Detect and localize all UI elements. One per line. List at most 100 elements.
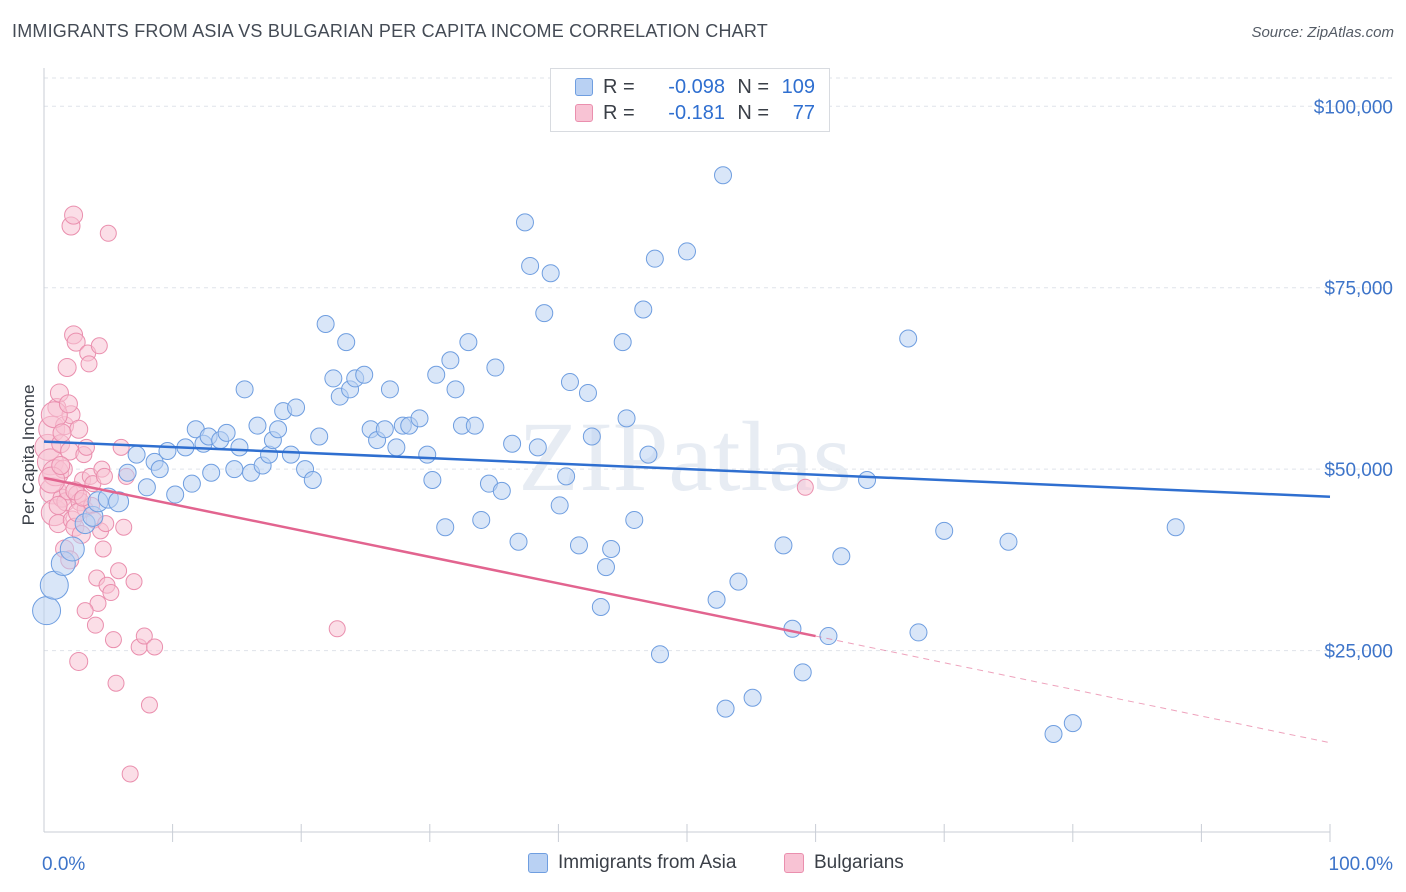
asia-point <box>418 445 437 464</box>
asia-point <box>535 304 554 323</box>
gridlines <box>44 77 1392 652</box>
bulgarians-point <box>58 394 78 414</box>
legend-row-asia: R = -0.098 N = 109 <box>575 74 815 100</box>
n-value: 109 <box>781 75 815 98</box>
asia-point <box>459 333 478 352</box>
asia-point <box>375 420 394 439</box>
y-tick-label: $100,000 <box>1314 97 1393 118</box>
asia-point <box>182 474 201 493</box>
asia-point <box>303 471 322 490</box>
asia-point <box>59 536 85 562</box>
asia-point <box>550 496 569 515</box>
asia-point <box>1044 725 1063 744</box>
asia-point <box>729 572 748 591</box>
correlation-legend: R = -0.098 N = 109 R = -0.181 N = 77 <box>550 68 830 132</box>
bottom-legend-asia: Immigrants from Asia <box>528 852 736 874</box>
asia-point <box>541 264 560 283</box>
asia-point <box>832 547 851 566</box>
bulgarians-point <box>77 438 95 456</box>
asia-point <box>602 539 621 558</box>
asia-point <box>634 300 653 319</box>
asia-point <box>230 438 249 457</box>
legend-label-bulgarians: Bulgarians <box>814 852 904 873</box>
asia-point <box>639 445 658 464</box>
asia-point <box>225 460 244 479</box>
n-label: N = <box>737 75 769 98</box>
asia-point <box>521 256 540 275</box>
pink-swatch-icon <box>784 853 804 873</box>
tick-labels: $25,000 $50,000 $75,000 $100,000 0.0% 100.0% <box>42 97 1393 875</box>
x-tick-label: 100.0% <box>1329 854 1394 875</box>
asia-point <box>582 427 601 446</box>
bottom-legend-bulgarians: Bulgarians <box>784 852 904 874</box>
r-label: R = <box>603 101 635 124</box>
asia-point <box>202 463 221 482</box>
asia-point <box>613 333 632 352</box>
r-value: -0.098 <box>668 75 725 98</box>
asia-trend-line <box>43 440 1331 498</box>
bulgarians-point <box>66 332 86 352</box>
bulgarians-point <box>146 638 164 656</box>
asia-point <box>127 445 146 464</box>
asia-point <box>569 536 588 555</box>
asia-point <box>281 445 300 464</box>
bulgarians-point <box>796 478 814 496</box>
bulgarians-point <box>89 594 107 612</box>
asia-point <box>235 380 254 399</box>
asia-point <box>387 438 406 457</box>
asia-point <box>410 409 429 428</box>
asia-point <box>596 558 615 577</box>
asia-point <box>819 627 838 646</box>
bulgarians-point <box>95 467 113 485</box>
bulgarians-point <box>107 674 125 692</box>
asia-point <box>380 380 399 399</box>
asia-point <box>528 438 547 457</box>
asia-point <box>355 365 374 384</box>
bulgarians-point <box>104 631 122 649</box>
asia-point <box>578 383 597 402</box>
asia-point <box>217 423 236 442</box>
asia-point <box>446 380 465 399</box>
asia-point <box>32 596 62 626</box>
asia-point <box>716 699 735 718</box>
n-label: N = <box>737 101 769 124</box>
bulgarians-point <box>99 224 117 242</box>
y-tick-label: $25,000 <box>1324 642 1393 663</box>
asia-point <box>166 485 185 504</box>
asia-point <box>557 467 576 486</box>
asia-point <box>793 663 812 682</box>
trend-lines <box>43 440 1331 744</box>
asia-point <box>774 536 793 555</box>
bulgarians-point <box>86 616 104 634</box>
asia-point <box>935 521 954 540</box>
asia-point <box>423 471 442 490</box>
asia-point <box>337 333 356 352</box>
bulgarians-point <box>112 438 130 456</box>
bulgarians-point <box>69 419 89 439</box>
asia-point <box>625 510 644 529</box>
asia-point <box>707 590 726 609</box>
asia-point <box>158 442 177 460</box>
bulgarians-point <box>110 562 128 580</box>
bulgarians-point <box>115 518 133 536</box>
legend-row-bulgarians: R = -0.181 N = 77 <box>575 100 815 126</box>
bulgarians-point <box>57 358 77 378</box>
asia-point <box>441 351 460 370</box>
bulgarians-point <box>48 495 68 515</box>
bulgarians-point <box>90 337 108 355</box>
y-tick-label: $75,000 <box>1324 279 1393 300</box>
asia-point <box>999 532 1018 551</box>
r-label: R = <box>603 75 635 98</box>
bulgarians-point <box>328 620 346 638</box>
asia-point <box>118 463 137 482</box>
source-label: Source: ZipAtlas.com <box>1251 24 1394 41</box>
bulgarians-point <box>94 540 112 558</box>
r-value: -0.181 <box>668 101 725 124</box>
asia-point <box>316 315 335 333</box>
bulgarians-point <box>69 651 89 671</box>
watermark: ZIPatlas <box>518 401 851 512</box>
asia-point <box>899 329 918 348</box>
asia-point <box>560 373 579 392</box>
asia-point <box>591 598 610 617</box>
